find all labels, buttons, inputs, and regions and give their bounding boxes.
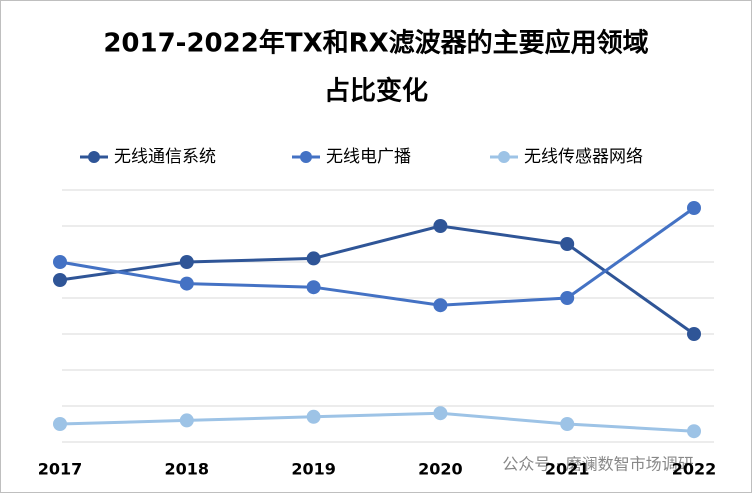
x-tick-label: 2017	[38, 460, 83, 479]
data-point	[433, 219, 448, 233]
x-tick-label: 2022	[672, 460, 717, 479]
data-point	[560, 237, 575, 251]
data-point	[179, 413, 194, 428]
data-point	[306, 280, 321, 295]
data-point	[687, 327, 701, 341]
series-line	[59, 224, 695, 336]
data-point	[53, 273, 67, 287]
chart-title: 2017-2022年TX和RX滤波器的主要应用领域	[103, 28, 648, 59]
data-point	[560, 417, 575, 431]
data-point	[687, 201, 701, 215]
data-point	[179, 276, 194, 291]
x-tick-label: 2020	[418, 460, 463, 479]
x-tick-label: 2019	[291, 460, 336, 479]
series-line	[59, 411, 695, 433]
data-point	[306, 409, 321, 424]
legend-label: 无线传感器网络	[524, 147, 643, 167]
legend-label: 无线电广播	[326, 147, 411, 167]
x-tick-label: 2018	[165, 460, 210, 479]
series-line	[59, 206, 695, 307]
data-point	[560, 291, 575, 305]
legend-marker	[498, 151, 510, 163]
chart-title: 占比变化	[324, 76, 428, 107]
data-point	[53, 255, 67, 269]
data-point	[433, 298, 448, 313]
data-point	[179, 255, 194, 269]
data-point	[433, 406, 448, 421]
data-point	[687, 424, 701, 439]
data-point	[306, 251, 321, 266]
legend-marker	[88, 151, 100, 163]
x-tick-label: 2021	[545, 460, 590, 479]
data-point	[53, 417, 67, 431]
legend-label: 无线通信系统	[114, 147, 216, 167]
legend-marker	[300, 151, 312, 163]
watermark: 公众号 · 磨澜数智市场调研	[502, 455, 693, 474]
